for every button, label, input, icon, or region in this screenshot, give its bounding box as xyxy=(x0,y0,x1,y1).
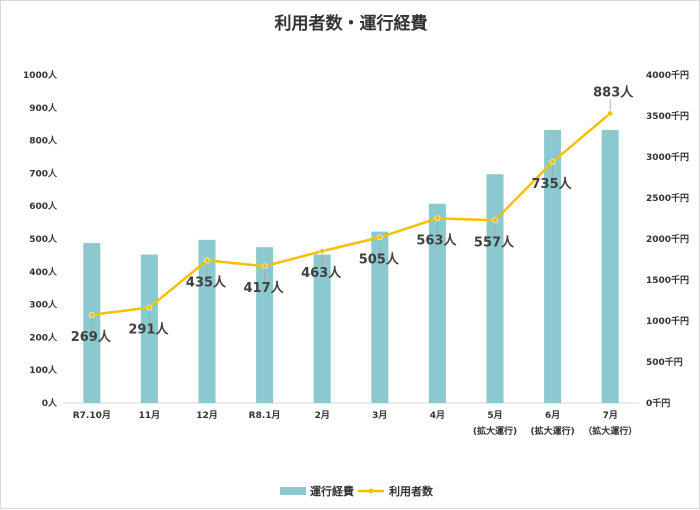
right-tick-label: 3000千円 xyxy=(646,151,689,163)
left-tick-label: 0人 xyxy=(42,397,58,409)
right-tick-label: 3500千円 xyxy=(646,110,689,122)
x-tick-label: 6月 xyxy=(545,410,560,421)
left-tick-label: 600人 xyxy=(29,200,58,212)
cost-bar xyxy=(544,129,562,403)
users-data-label: 557人 xyxy=(474,234,515,250)
x-tick-label: 7月 xyxy=(603,410,618,421)
x-tick-label: 3月 xyxy=(372,410,387,421)
right-tick-label: 2000千円 xyxy=(646,233,689,245)
x-tick-label: R8.1月 xyxy=(249,410,281,421)
users-data-label: 463人 xyxy=(301,265,342,281)
left-tick-label: 200人 xyxy=(29,331,58,343)
left-tick-label: 800人 xyxy=(29,135,58,147)
right-axis-ticks: 0千円 500千円 1000千円 1500千円 2000千円 2500千円 3000千円 35… xyxy=(646,69,689,409)
left-tick-label: 100人 xyxy=(29,364,58,376)
x-tick-label: 2月 xyxy=(315,410,330,421)
left-tick-label: 300人 xyxy=(29,299,58,311)
users-point xyxy=(434,215,441,222)
x-tick-label: R7.10月 xyxy=(73,410,111,421)
x-tick-label: 12月 xyxy=(196,410,218,421)
legend: 運行経費 利用者数 xyxy=(280,484,434,498)
users-data-label: 563人 xyxy=(416,232,457,248)
legend-label-cost: 運行経費 xyxy=(310,484,354,498)
right-tick-label: 4000千円 xyxy=(646,69,689,81)
right-tick-label: 0千円 xyxy=(646,397,670,409)
legend-label-users: 利用者数 xyxy=(389,484,434,498)
users-point xyxy=(88,311,95,318)
users-point xyxy=(607,110,614,117)
users-data-label: 735人 xyxy=(532,176,573,192)
cost-bar xyxy=(313,254,331,403)
cost-bar xyxy=(256,247,274,403)
cost-bar xyxy=(140,254,158,403)
right-tick-label: 1500千円 xyxy=(646,274,689,286)
users-point xyxy=(146,304,153,311)
x-tick-sublabel: (拡大運行) xyxy=(473,425,517,437)
left-tick-label: 400人 xyxy=(29,266,58,278)
users-data-label: 269人 xyxy=(71,329,112,345)
users-data-labels: 269人 291人 435人 417人 463人 505人 563人 557人 735人 883人 xyxy=(71,84,635,344)
right-tick-label: 500千円 xyxy=(646,356,683,368)
legend-swatch-cost xyxy=(280,487,306,495)
users-data-label: 291人 xyxy=(128,322,169,338)
left-tick-label: 900人 xyxy=(29,102,58,114)
left-tick-label: 1000人 xyxy=(23,69,58,81)
users-line xyxy=(91,112,612,317)
users-point xyxy=(261,263,268,270)
cost-bar xyxy=(601,129,619,403)
right-tick-label: 2500千円 xyxy=(646,192,689,204)
users-point xyxy=(492,217,498,224)
users-data-label: 883人 xyxy=(593,84,634,100)
left-axis-ticks: 0人 100人 200人 300人 400人 500人 600人 700人 800人 900人 10… xyxy=(23,69,58,409)
x-tick-label: 4月 xyxy=(430,410,445,421)
cost-bar xyxy=(371,231,389,403)
users-data-label: 505人 xyxy=(359,251,400,267)
x-axis-ticks: R7.10月 11月 12月 R8.1月 2月 3月 4月 5月 (拡大運行) 6月 (拡大運行) 7… xyxy=(73,410,637,437)
chart-title: 利用者数・運行経費 xyxy=(275,13,428,34)
left-tick-label: 500人 xyxy=(29,233,58,245)
users-point xyxy=(319,248,326,255)
users-data-label: 417人 xyxy=(244,280,285,296)
users-data-label: 435人 xyxy=(186,274,227,290)
legend-swatch-users-marker xyxy=(368,488,374,494)
cost-bars xyxy=(83,129,619,403)
x-tick-label: 11月 xyxy=(139,410,161,421)
cost-bar xyxy=(486,174,504,403)
users-point xyxy=(376,234,383,241)
cost-bar xyxy=(198,239,216,403)
x-tick-sublabel: （拡大運行） xyxy=(583,425,637,437)
users-line-series xyxy=(88,110,614,318)
x-tick-label: 5月 xyxy=(487,410,502,421)
left-tick-label: 700人 xyxy=(29,167,58,179)
users-point xyxy=(204,257,210,264)
x-tick-sublabel: (拡大運行) xyxy=(530,425,574,437)
cost-bar xyxy=(428,203,446,403)
right-tick-label: 1000千円 xyxy=(646,315,689,327)
users-point xyxy=(549,159,556,165)
